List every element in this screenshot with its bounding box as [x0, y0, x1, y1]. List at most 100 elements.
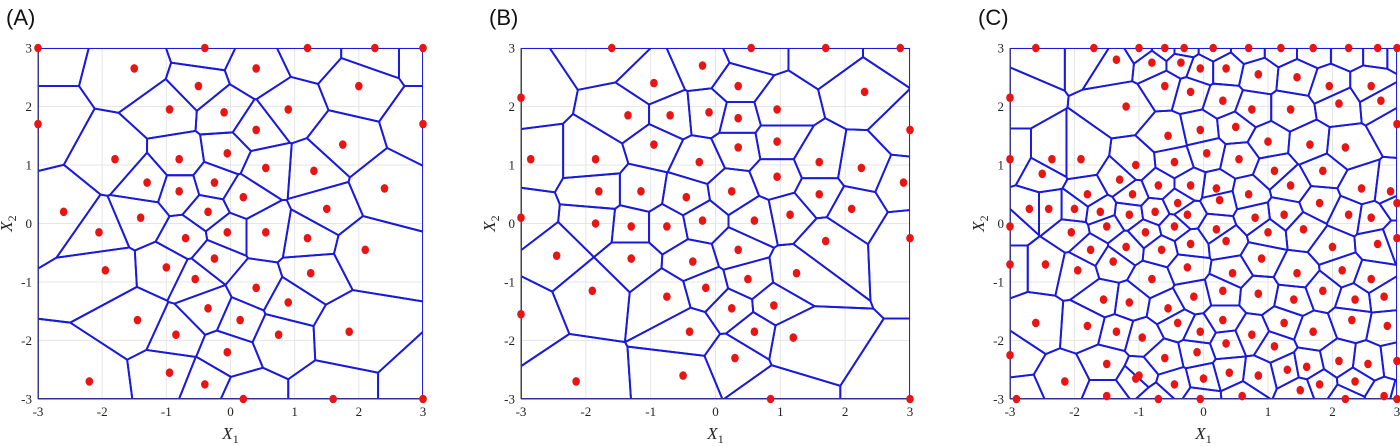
data-point — [165, 368, 174, 377]
data-point — [181, 233, 190, 243]
voronoi-cell — [1271, 376, 1316, 399]
data-point — [1283, 365, 1292, 375]
data-point — [821, 43, 830, 53]
data-point — [734, 143, 742, 152]
x-tick-label: 2 — [356, 404, 363, 419]
voronoi-cell — [1219, 380, 1272, 399]
x-axis-label: X1 — [1194, 424, 1211, 446]
data-point — [1115, 175, 1124, 184]
data-point — [143, 178, 151, 187]
data-point — [1096, 207, 1105, 217]
data-point — [111, 154, 119, 164]
voronoi-cell — [1134, 109, 1188, 154]
data-point — [1180, 43, 1188, 53]
data-point — [1386, 187, 1395, 196]
data-point — [1032, 318, 1040, 328]
grid-lines — [520, 47, 911, 400]
data-point — [591, 154, 600, 164]
data-point — [172, 330, 180, 339]
data-point — [1067, 227, 1076, 237]
voronoi-cell — [825, 185, 889, 246]
data-point — [1170, 222, 1179, 231]
data-point — [1286, 181, 1295, 190]
voronoi-cell — [224, 257, 284, 312]
data-point — [1277, 43, 1285, 53]
data-point — [773, 172, 781, 181]
data-point — [1128, 189, 1137, 199]
voronoi-cell — [867, 209, 910, 320]
data-point — [1248, 105, 1256, 114]
data-point — [588, 286, 597, 296]
voronoi-cell — [1284, 210, 1329, 254]
data-point — [1348, 315, 1356, 325]
data-point — [1077, 154, 1085, 164]
data-points — [34, 43, 427, 404]
data-point — [1306, 140, 1314, 149]
data-point — [1161, 43, 1169, 53]
data-point — [695, 157, 704, 167]
data-point — [361, 245, 370, 255]
x-tick-label: 3 — [1394, 404, 1400, 419]
data-point — [130, 64, 139, 73]
data-point — [1032, 43, 1040, 53]
data-point — [1244, 189, 1253, 199]
data-point — [1315, 198, 1324, 208]
data-point — [847, 204, 856, 214]
voronoi-cell — [305, 109, 389, 179]
y-tick-label: 3 — [998, 41, 1005, 56]
data-point — [1041, 260, 1050, 269]
voronoi-cell — [133, 240, 189, 302]
data-point — [1364, 359, 1372, 369]
data-point — [1335, 99, 1343, 108]
y-axis-label-sub: 2 — [5, 215, 19, 221]
data-point — [1309, 327, 1317, 337]
x-axis-label: X1 — [706, 424, 723, 446]
data-point — [1373, 239, 1382, 249]
x-tick-label: 0 — [712, 404, 719, 419]
x-axis-label-main: X — [706, 424, 718, 443]
y-axis-label-main: X — [969, 221, 988, 233]
y-axis-label: X2 — [480, 215, 502, 232]
y-tick-label: 0 — [509, 216, 516, 231]
data-point — [1112, 327, 1121, 337]
data-point — [663, 292, 671, 301]
data-point — [1309, 43, 1317, 53]
data-point — [1131, 374, 1140, 383]
data-point — [1006, 154, 1014, 164]
data-point — [252, 283, 260, 293]
x-tick-label: -1 — [1134, 404, 1145, 419]
x-tick-label: 1 — [1265, 404, 1272, 419]
voronoi-cell — [665, 48, 731, 92]
data-point — [1393, 43, 1400, 53]
data-point — [1083, 321, 1092, 331]
voronoi-cells — [1010, 48, 1397, 399]
x-tick-label: 1 — [777, 404, 784, 419]
x-tick-label: 0 — [1200, 404, 1207, 419]
data-point — [1025, 204, 1034, 214]
x-tick-label: 2 — [842, 404, 849, 419]
data-point — [162, 263, 171, 272]
voronoi-cell — [173, 284, 233, 336]
data-point — [650, 78, 658, 88]
data-point — [59, 207, 68, 217]
data-point — [1154, 394, 1163, 404]
data-point — [1186, 181, 1195, 190]
y-tick-label: 3 — [26, 41, 33, 56]
y-tick-label: 3 — [509, 41, 516, 56]
data-point — [1102, 359, 1111, 369]
data-point — [731, 353, 739, 363]
y-axis-label: X2 — [969, 215, 991, 232]
data-point — [1338, 266, 1346, 275]
data-point — [744, 274, 752, 284]
data-point — [906, 394, 914, 404]
voronoi-cell — [190, 238, 249, 286]
data-point — [815, 157, 824, 167]
data-point — [1377, 96, 1385, 105]
voronoi-cell — [38, 317, 134, 399]
y-tick-label: -1 — [504, 275, 515, 290]
data-point — [860, 87, 869, 97]
data-point — [663, 222, 671, 231]
data-point — [1102, 391, 1111, 401]
data-point — [306, 268, 315, 278]
data-point — [1125, 210, 1134, 220]
